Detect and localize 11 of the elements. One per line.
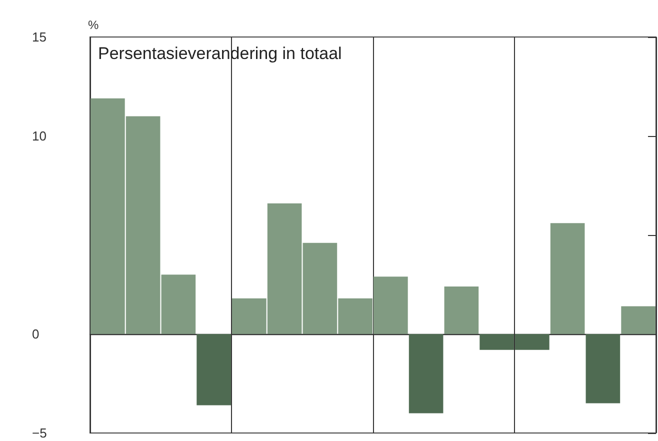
y-tick-label: −5	[32, 426, 47, 440]
y-tick-label: 15	[32, 30, 46, 44]
bar	[408, 334, 444, 414]
bar	[621, 306, 656, 334]
y-tick-label: 0	[32, 326, 40, 342]
bar	[444, 286, 479, 334]
y-axis-title: %	[88, 18, 99, 32]
bar	[196, 334, 231, 406]
bar	[550, 223, 585, 334]
y-tick-label: 10	[32, 128, 46, 144]
bar	[586, 334, 620, 404]
